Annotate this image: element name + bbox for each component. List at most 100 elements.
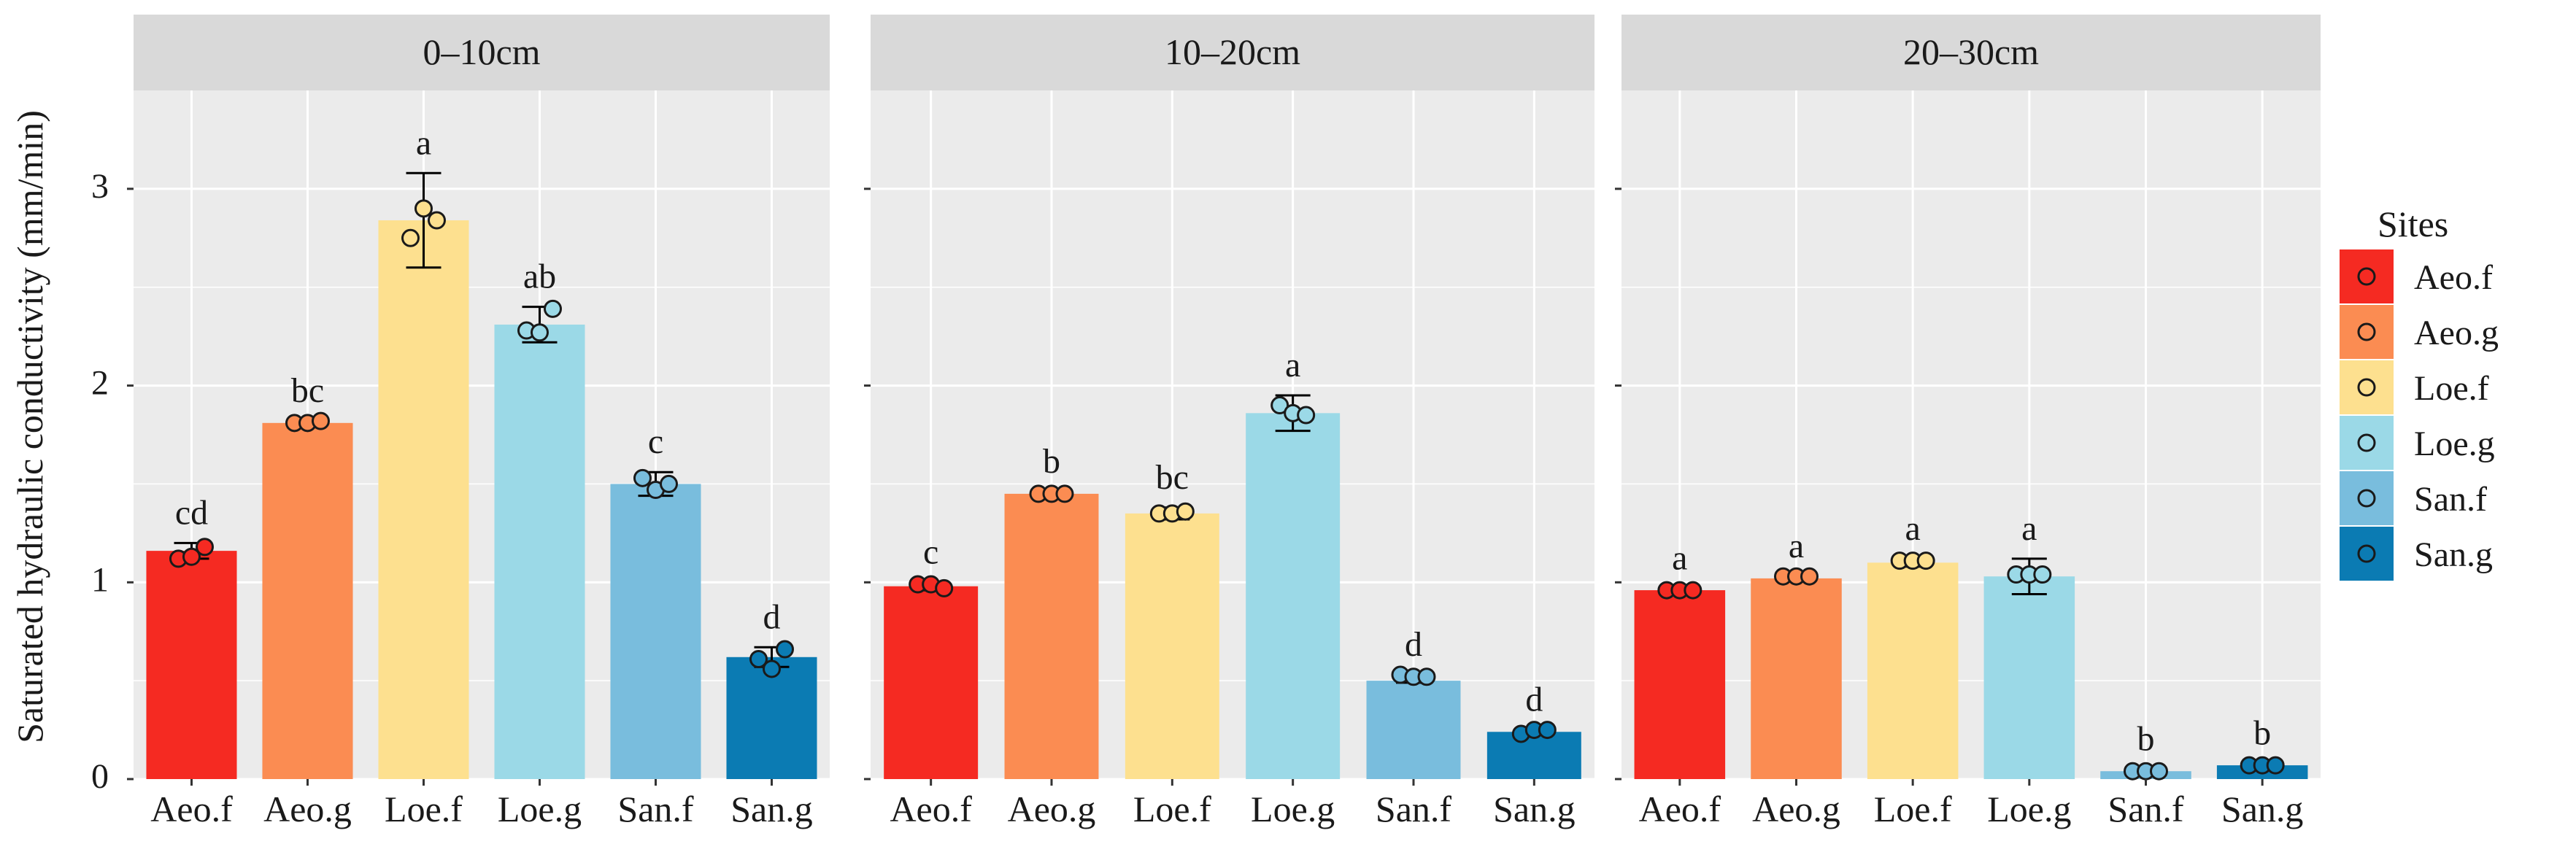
x-tick-label: Aeo.g bbox=[263, 789, 352, 829]
significance-letter: c bbox=[648, 422, 663, 461]
legend-label: San.f bbox=[2414, 480, 2487, 519]
legend-label: Loe.g bbox=[2414, 425, 2495, 463]
data-point bbox=[531, 323, 549, 342]
y-tick-label: 1 bbox=[91, 560, 109, 599]
data-point bbox=[1297, 406, 1316, 425]
significance-letter: b bbox=[1043, 442, 1060, 481]
data-point bbox=[312, 411, 330, 430]
data-point bbox=[196, 538, 214, 557]
x-tick-label: Loe.g bbox=[1987, 789, 2071, 829]
data-point bbox=[1417, 667, 1436, 686]
y-tick-label: 0 bbox=[91, 757, 109, 796]
legend-point bbox=[2357, 544, 2376, 563]
bar-Aeo.g bbox=[1004, 493, 1099, 779]
data-point bbox=[544, 299, 562, 318]
bar-Aeo.g bbox=[1751, 578, 1842, 779]
y-tick-label: 2 bbox=[91, 364, 109, 403]
data-point bbox=[2150, 762, 2168, 781]
data-point bbox=[1270, 396, 1289, 415]
panel-strip bbox=[871, 15, 1594, 90]
significance-letter: a bbox=[1672, 538, 1687, 577]
data-point bbox=[428, 211, 446, 230]
x-tick-label: San.f bbox=[2108, 789, 2184, 829]
data-point bbox=[1684, 581, 1702, 600]
legend-point bbox=[2357, 378, 2376, 397]
x-tick-label: San.g bbox=[730, 789, 813, 829]
data-point bbox=[660, 474, 678, 493]
plot-background bbox=[1621, 90, 2321, 779]
significance-letter: c bbox=[923, 533, 938, 571]
x-tick-label: Aeo.f bbox=[150, 789, 233, 829]
bar-Loe.f bbox=[378, 220, 469, 779]
data-point bbox=[182, 547, 201, 566]
legend: Sites Aeo.f Aeo.g Loe.f Loe.g San.f San.g bbox=[2340, 204, 2499, 581]
data-point bbox=[2266, 756, 2285, 775]
data-point bbox=[749, 649, 768, 668]
data-point bbox=[1176, 502, 1195, 521]
legend-point bbox=[2357, 322, 2376, 341]
x-tick-label: Loe.f bbox=[1133, 789, 1211, 829]
significance-letter: bc bbox=[1156, 458, 1189, 497]
panel-title: 10–20cm bbox=[1165, 31, 1300, 72]
bar-Aeo.f bbox=[884, 586, 979, 779]
x-tick-label: San.g bbox=[2221, 789, 2304, 829]
legend-point bbox=[2357, 489, 2376, 508]
y-tick-label: 3 bbox=[91, 167, 109, 206]
legend-label: Aeo.g bbox=[2414, 314, 2499, 352]
bar-San.f bbox=[1366, 681, 1461, 779]
panel-2: 10–20cm c Aeo.f b Aeo.g bc Loe.f a Loe.g d San.f d S… bbox=[864, 15, 1594, 829]
x-tick-label: Aeo.f bbox=[890, 789, 972, 829]
bar-Loe.g bbox=[1246, 413, 1341, 779]
y-axis-label: Saturated hydraulic conductivity (mm/min… bbox=[9, 110, 50, 743]
x-tick-label: San.f bbox=[1376, 789, 1452, 829]
x-tick-label: Aeo.g bbox=[1752, 789, 1840, 829]
significance-letter: a bbox=[2021, 509, 2037, 548]
data-point bbox=[776, 640, 794, 659]
panel-title: 0–10cm bbox=[423, 31, 540, 72]
legend-point bbox=[2357, 433, 2376, 452]
data-point bbox=[2033, 565, 2052, 584]
x-tick-label: Aeo.g bbox=[1008, 789, 1096, 829]
data-point bbox=[1055, 484, 1074, 503]
data-point bbox=[414, 199, 433, 218]
significance-letter: b bbox=[2137, 720, 2155, 759]
x-tick-label: Loe.g bbox=[1251, 789, 1335, 829]
significance-letter: b bbox=[2253, 713, 2271, 752]
bar-San.g bbox=[1486, 732, 1581, 779]
plot-background bbox=[134, 90, 830, 779]
bar-Loe.f bbox=[1867, 562, 1959, 779]
data-point bbox=[401, 228, 420, 247]
panel-3: 20–30cm a Aeo.f a Aeo.g a Loe.f a Loe.g b San.f b Sa… bbox=[1615, 15, 2321, 829]
legend-title: Sites bbox=[2378, 204, 2448, 244]
x-tick-label: Loe.f bbox=[1874, 789, 1952, 829]
legend-point bbox=[2357, 267, 2376, 286]
significance-letter: a bbox=[416, 123, 431, 162]
panel-1: 0–10cm 0 1 2 3 cd Aeo.f bc Aeo.g a Loe.f ab Loe.g c Sa… bbox=[91, 15, 830, 829]
significance-letter: ab bbox=[523, 258, 556, 296]
panel-strip bbox=[1621, 15, 2321, 90]
legend-label: Aeo.f bbox=[2414, 258, 2493, 297]
data-point bbox=[1916, 551, 1935, 570]
significance-letter: d bbox=[1405, 625, 1422, 664]
data-point bbox=[763, 659, 781, 678]
bar-Loe.g bbox=[1983, 576, 2075, 779]
bar-San.f bbox=[610, 484, 701, 779]
significance-letter: a bbox=[1789, 527, 1804, 565]
data-point bbox=[935, 578, 954, 597]
legend-label: San.g bbox=[2414, 535, 2493, 574]
data-point bbox=[633, 468, 652, 487]
panel-title: 20–30cm bbox=[1903, 31, 2039, 72]
bar-Aeo.f bbox=[1634, 590, 1726, 779]
significance-letter: d bbox=[763, 597, 781, 636]
bar-Aeo.f bbox=[146, 551, 237, 779]
bar-Loe.f bbox=[1125, 513, 1219, 779]
x-tick-label: San.g bbox=[1493, 789, 1576, 829]
x-tick-label: San.f bbox=[617, 789, 694, 829]
significance-letter: d bbox=[1525, 681, 1543, 719]
panel-strip bbox=[134, 15, 830, 90]
bar-Aeo.g bbox=[262, 422, 353, 779]
significance-letter: a bbox=[1285, 346, 1300, 384]
significance-letter: bc bbox=[291, 371, 324, 410]
legend-label: Loe.f bbox=[2414, 369, 2489, 408]
